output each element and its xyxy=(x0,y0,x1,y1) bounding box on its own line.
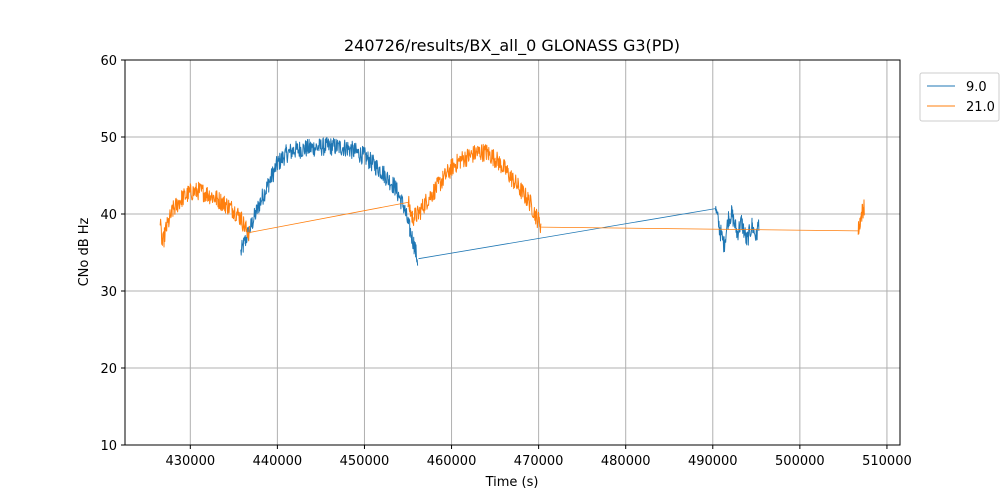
series-21-0-segment xyxy=(541,226,859,232)
y-tick-label: 10 xyxy=(100,439,117,454)
legend-frame xyxy=(919,72,1000,122)
x-tick-label: 440000 xyxy=(253,454,303,469)
chart-title: 240726/results/BX_all_0 GLONASS G3(PD) xyxy=(344,36,680,56)
x-tick-label: 490000 xyxy=(688,454,738,469)
y-axis: 10 20 30 40 50 60 xyxy=(100,54,125,454)
x-tick-label: 460000 xyxy=(427,454,477,469)
series-21-0-segment xyxy=(159,181,250,248)
legend: 9.0 21.0 xyxy=(919,72,1000,122)
y-axis-label: CNo dB Hz xyxy=(77,217,92,286)
x-axis-label: Time (s) xyxy=(485,475,539,490)
x-tick-label: 480000 xyxy=(601,454,651,469)
legend-label-series-9: 9.0 xyxy=(966,80,987,95)
x-tick-label: 510000 xyxy=(862,454,912,469)
series-9-0-segment xyxy=(418,208,716,260)
series-21-0-segment xyxy=(407,143,542,234)
plot-frame xyxy=(124,59,901,446)
y-tick-label: 40 xyxy=(100,208,117,223)
x-tick-label: 450000 xyxy=(340,454,390,469)
series-21-0-segment xyxy=(857,199,865,235)
y-tick-label: 20 xyxy=(100,362,117,377)
y-tick-label: 60 xyxy=(100,54,117,69)
y-tick-label: 30 xyxy=(100,285,117,300)
x-axis: 430000 440000 450000 460000 470000 480000 4900… xyxy=(165,445,912,469)
x-tick-label: 470000 xyxy=(514,454,564,469)
series-layer xyxy=(159,136,865,266)
series-9-0-segment xyxy=(714,205,760,253)
x-tick-label: 430000 xyxy=(165,454,215,469)
series-9-0-segment xyxy=(240,136,419,266)
legend-label-series-21: 21.0 xyxy=(966,100,995,115)
x-tick-label: 500000 xyxy=(775,454,825,469)
y-tick-label: 50 xyxy=(100,131,117,146)
series-21-0-segment xyxy=(249,202,409,233)
